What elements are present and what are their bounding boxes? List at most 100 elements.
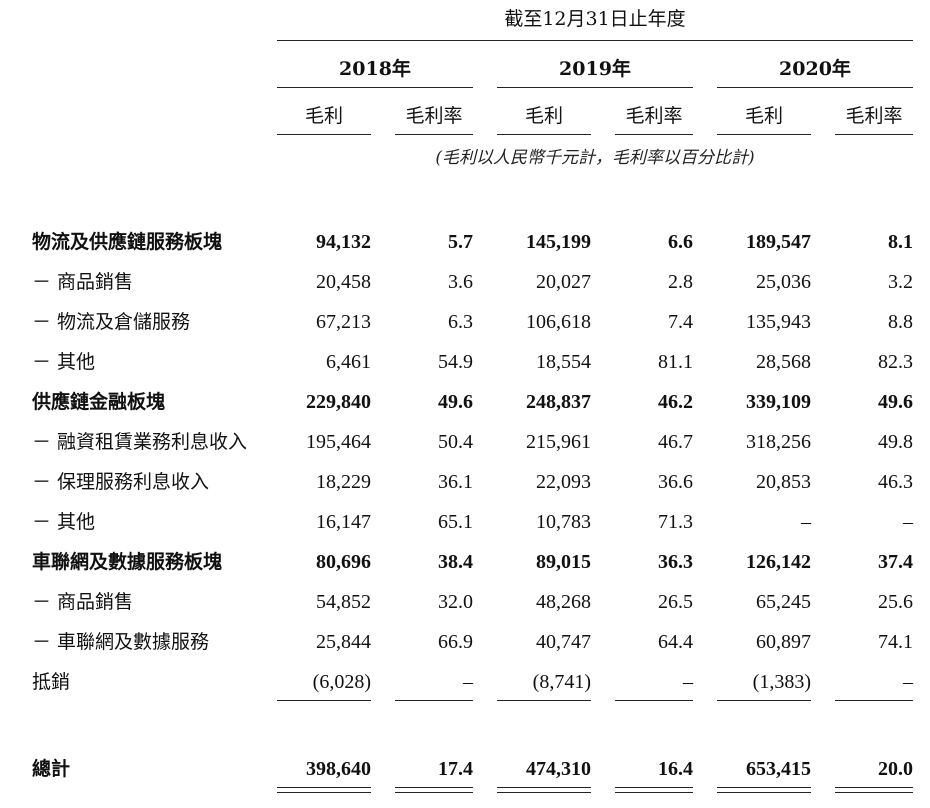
row-value: 106,618 xyxy=(526,311,591,333)
row-value: 82.3 xyxy=(878,351,913,373)
total-value: 20.0 xyxy=(878,758,913,780)
row-value: 195,464 xyxy=(306,431,371,453)
row-value: 135,943 xyxy=(746,311,811,333)
row-value: – xyxy=(903,671,913,693)
row-value: 54.9 xyxy=(438,351,473,373)
row-value: 248,837 xyxy=(526,391,591,413)
row-value: 81.1 xyxy=(658,351,693,373)
total-double-rule xyxy=(615,792,693,793)
row-value: 48,268 xyxy=(536,591,591,613)
row-value: 215,961 xyxy=(526,431,591,453)
row-value: 7.4 xyxy=(668,311,693,333)
row-value: (6,028) xyxy=(312,671,371,693)
subtotal-rule xyxy=(395,700,473,701)
subtotal-rule xyxy=(717,700,811,701)
row-value: 89,015 xyxy=(536,551,591,573)
row-value: 37.4 xyxy=(878,551,913,573)
total-double-rule xyxy=(277,792,371,793)
row-label: － 其他 xyxy=(32,351,96,373)
row-value: 10,783 xyxy=(536,511,591,533)
row-value: 25.6 xyxy=(878,591,913,613)
year-2020: 2020年 xyxy=(779,58,851,80)
subhead-rule xyxy=(395,134,473,135)
row-value: 28,568 xyxy=(756,351,811,373)
row-value: 25,036 xyxy=(756,271,811,293)
row-label: 物流及供應鏈服務板塊 xyxy=(32,231,223,253)
period-title: 截至12月31日止年度 xyxy=(504,8,686,30)
row-label: － 商品銷售 xyxy=(32,591,134,613)
row-value: 3.2 xyxy=(888,271,913,293)
total-label: 總計 xyxy=(32,758,71,780)
row-value: 20,027 xyxy=(536,271,591,293)
total-double-rule xyxy=(497,787,591,788)
row-label: － 融資租賃業務利息收入 xyxy=(32,431,248,453)
total-double-rule xyxy=(395,792,473,793)
total-double-rule xyxy=(835,787,913,788)
subhead-rule xyxy=(717,134,811,135)
row-value: – xyxy=(801,511,811,533)
col-gross-profit-2020: 毛利 xyxy=(744,105,783,127)
subtotal-rule xyxy=(835,700,913,701)
row-value: 6.6 xyxy=(668,231,693,253)
row-value: 145,199 xyxy=(526,231,591,253)
col-gross-margin-2018: 毛利率 xyxy=(405,105,463,127)
subtotal-rule xyxy=(497,700,591,701)
row-value: (8,741) xyxy=(532,671,591,693)
subtotal-rule xyxy=(277,700,371,701)
total-double-rule xyxy=(615,787,693,788)
row-value: 22,093 xyxy=(536,471,591,493)
year-2018-rule xyxy=(277,87,473,88)
row-label: － 車聯網及數據服務 xyxy=(32,631,210,653)
row-value: 74.1 xyxy=(878,631,913,653)
header-rule xyxy=(277,40,913,41)
row-value: 49.6 xyxy=(438,391,473,413)
total-value: 16.4 xyxy=(658,758,693,780)
subhead-rule xyxy=(277,134,371,135)
row-label: － 商品銷售 xyxy=(32,271,134,293)
row-value: 3.6 xyxy=(448,271,473,293)
col-gross-profit-2019: 毛利 xyxy=(524,105,563,127)
row-value: 50.4 xyxy=(438,431,473,453)
row-label: 抵銷 xyxy=(32,671,71,693)
row-value: 189,547 xyxy=(746,231,811,253)
total-double-rule xyxy=(717,787,811,788)
total-double-rule xyxy=(395,787,473,788)
row-value: 20,853 xyxy=(756,471,811,493)
row-label: 供應鏈金融板塊 xyxy=(32,391,166,413)
row-value: (1,383) xyxy=(752,671,811,693)
total-value: 17.4 xyxy=(438,758,473,780)
row-value: 6,461 xyxy=(326,351,371,373)
row-value: 38.4 xyxy=(438,551,473,573)
total-double-rule xyxy=(277,787,371,788)
row-value: 5.7 xyxy=(448,231,473,253)
col-gross-margin-2019: 毛利率 xyxy=(625,105,683,127)
row-label: － 保理服務利息收入 xyxy=(32,471,210,493)
year-2019-rule xyxy=(497,87,693,88)
subhead-rule xyxy=(615,134,693,135)
row-value: 2.8 xyxy=(668,271,693,293)
row-label: － 其他 xyxy=(32,511,96,533)
row-value: – xyxy=(463,671,473,693)
row-value: 16,147 xyxy=(316,511,371,533)
row-value: 36.6 xyxy=(658,471,693,493)
row-value: 25,844 xyxy=(316,631,371,653)
row-value: 66.9 xyxy=(438,631,473,653)
col-gross-margin-2020: 毛利率 xyxy=(845,105,903,127)
row-value: 339,109 xyxy=(746,391,811,413)
col-gross-profit-2018: 毛利 xyxy=(304,105,343,127)
row-value: 94,132 xyxy=(316,231,371,253)
total-value: 474,310 xyxy=(526,758,591,780)
subtotal-rule xyxy=(615,700,693,701)
row-value: 126,142 xyxy=(746,551,811,573)
row-label: 車聯網及數據服務板塊 xyxy=(32,551,223,573)
row-value: 20,458 xyxy=(316,271,371,293)
year-2018: 2018年 xyxy=(339,58,411,80)
row-value: 54,852 xyxy=(316,591,371,613)
row-value: – xyxy=(683,671,693,693)
row-label: － 物流及倉儲服務 xyxy=(32,311,191,333)
row-value: 49.6 xyxy=(878,391,913,413)
total-value: 653,415 xyxy=(746,758,811,780)
row-value: 36.1 xyxy=(438,471,473,493)
row-value: 60,897 xyxy=(756,631,811,653)
row-value: 8.8 xyxy=(888,311,913,333)
